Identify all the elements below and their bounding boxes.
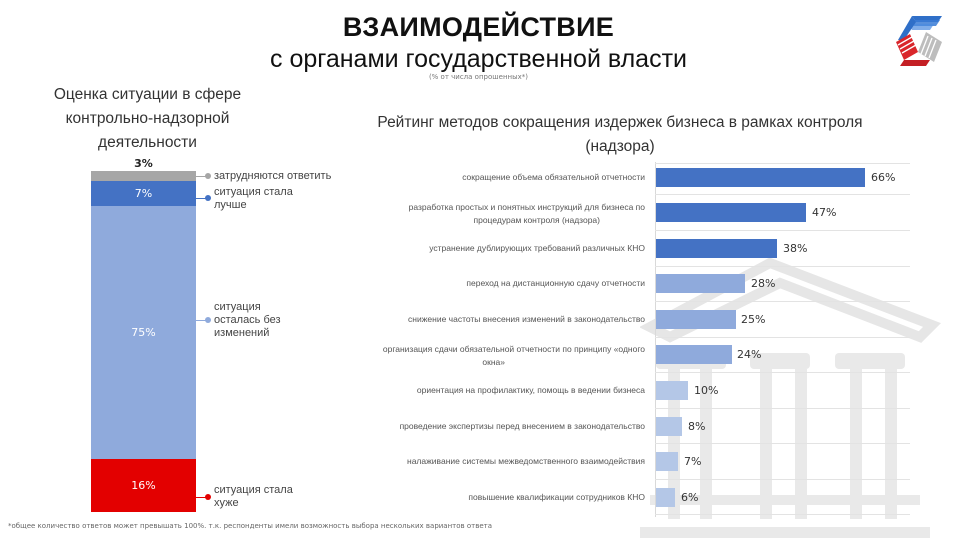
row-label: организация сдачи обязательной отчетност…	[345, 341, 645, 369]
legend-text-line: затрудняются ответить	[214, 170, 332, 182]
segment-value-better: 7%	[134, 187, 153, 200]
legend-text-line: хуже	[214, 497, 239, 509]
bar-expertise	[656, 417, 682, 436]
row-label-line: проведение экспертизы перед внесением в …	[399, 421, 645, 431]
row-label-line: организация сдачи обязательной отчетност…	[382, 344, 645, 354]
gridline	[655, 230, 910, 231]
bar-instructions	[656, 203, 806, 222]
row-label-line: процедурам контроля (надзора)	[473, 215, 601, 225]
legend-dot-unchanged	[205, 317, 211, 323]
row-label-line: сокращение объема обязательной отчетност…	[462, 172, 645, 182]
bar-staff-qualification	[656, 488, 675, 507]
row-label-line: ориентация на профилактику, помощь в вед…	[416, 385, 645, 395]
bar-value: 25%	[741, 313, 766, 326]
legend-text-line: ситуация стала	[214, 484, 293, 496]
legend-dot-worse	[205, 494, 211, 500]
bar-value: 38%	[783, 242, 808, 255]
legend-dot-undecided	[205, 173, 211, 179]
left-chart-title: Оценка ситуации в сфере контрольно-надзо…	[30, 83, 265, 155]
left-chart-title-line: контрольно-надзорной	[65, 110, 230, 127]
legend-label-unchanged: ситуация осталась без изменений	[214, 301, 281, 340]
segment-worse: 16%	[91, 459, 196, 512]
row-label: устранение дублирующих требований различ…	[345, 241, 645, 256]
bar-value: 7%	[684, 455, 702, 468]
legend-text-line: ситуация стала	[214, 186, 293, 198]
gridline	[655, 372, 910, 373]
right-chart-title: Рейтинг методов сокращения издержек бизн…	[340, 111, 900, 159]
legend-label-undecided: затрудняются ответить	[214, 170, 331, 183]
leader-line-worse	[196, 497, 206, 498]
bar-value: 66%	[871, 171, 896, 184]
bar-duplicate-requirements	[656, 239, 777, 258]
gridline	[655, 337, 910, 338]
bar-prevention	[656, 381, 688, 400]
bar-value: 6%	[681, 491, 699, 504]
gridline	[655, 408, 910, 409]
gridline	[655, 266, 910, 267]
legend-label-worse: ситуация стала хуже	[214, 484, 293, 510]
respondents-note: (% от числа опрошенных*)	[428, 73, 529, 81]
leader-line-unchanged	[196, 320, 206, 321]
legend-text-line: лучше	[214, 199, 247, 211]
gridline	[655, 301, 910, 302]
legend-text-line: изменений	[214, 327, 270, 339]
row-label: сокращение объема обязательной отчетност…	[345, 170, 645, 185]
gridline	[655, 194, 910, 195]
legend-text-line: осталась без	[214, 314, 281, 326]
row-label-line: окна»	[482, 357, 505, 367]
row-label: разработка простых и понятных инструкций…	[345, 199, 645, 227]
bar-value: 8%	[688, 420, 706, 433]
right-chart-title-line: (надзора)	[585, 138, 655, 155]
bar-reporting-volume	[656, 168, 865, 187]
leader-line-better	[196, 198, 206, 199]
leader-line-undecided	[196, 176, 206, 177]
legend-label-better: ситуация стала лучше	[214, 186, 293, 212]
row-label: проведение экспертизы перед внесением в …	[345, 419, 645, 434]
bar-value: 10%	[694, 384, 719, 397]
segment-value-undecided: 3%	[134, 157, 153, 170]
gridline	[655, 443, 910, 444]
row-label-line: устранение дублирующих требований различ…	[429, 243, 645, 253]
row-label-line: переход на дистанционную сдачу отчетност…	[466, 278, 645, 288]
bar-value: 24%	[737, 348, 762, 361]
row-label-line: разработка простых и понятных инструкций…	[408, 202, 645, 212]
segment-value-unchanged: 75%	[131, 326, 156, 339]
right-chart-title-line: Рейтинг методов сокращения издержек бизн…	[377, 114, 863, 131]
slide-title: ВЗАИМОДЕЙСТВИЕ	[342, 12, 615, 42]
segment-undecided	[91, 171, 196, 181]
legend-dot-better	[205, 195, 211, 201]
gridline	[655, 479, 910, 480]
slide-subtitle: с органами государственной власти	[270, 45, 687, 73]
row-label-line: налаживание системы межведомственного вз…	[407, 456, 645, 466]
bar-remote-reporting	[656, 274, 745, 293]
left-chart-title-line: деятельности	[98, 134, 197, 151]
tricolor-triangle-logo-icon	[896, 16, 942, 66]
row-label: повышение квалификации сотрудников КНО	[345, 490, 645, 505]
row-label: снижение частоты внесения изменений в за…	[345, 312, 645, 327]
segment-unchanged: 75%	[91, 206, 196, 459]
bar-law-changes-frequency	[656, 310, 736, 329]
bar-value: 47%	[812, 206, 837, 219]
row-label: ориентация на профилактику, помощь в вед…	[345, 383, 645, 398]
footnote: *общее количество ответов может превышат…	[8, 522, 493, 530]
row-label: переход на дистанционную сдачу отчетност…	[345, 276, 645, 291]
left-chart-title-line: Оценка ситуации в сфере	[53, 86, 242, 103]
row-label-line: повышение квалификации сотрудников КНО	[468, 492, 645, 502]
gridline	[655, 163, 910, 164]
segment-value-worse: 16%	[131, 479, 156, 492]
segment-better: 7%	[91, 181, 196, 206]
y-axis-line	[655, 162, 656, 517]
bar-interagency	[656, 452, 678, 471]
legend-text-line: ситуация	[214, 301, 261, 313]
row-label-line: снижение частоты внесения изменений в за…	[408, 314, 645, 324]
gridline	[655, 514, 910, 515]
bar-one-window	[656, 345, 732, 364]
row-label: налаживание системы межведомственного вз…	[345, 454, 645, 469]
bar-value: 28%	[751, 277, 776, 290]
